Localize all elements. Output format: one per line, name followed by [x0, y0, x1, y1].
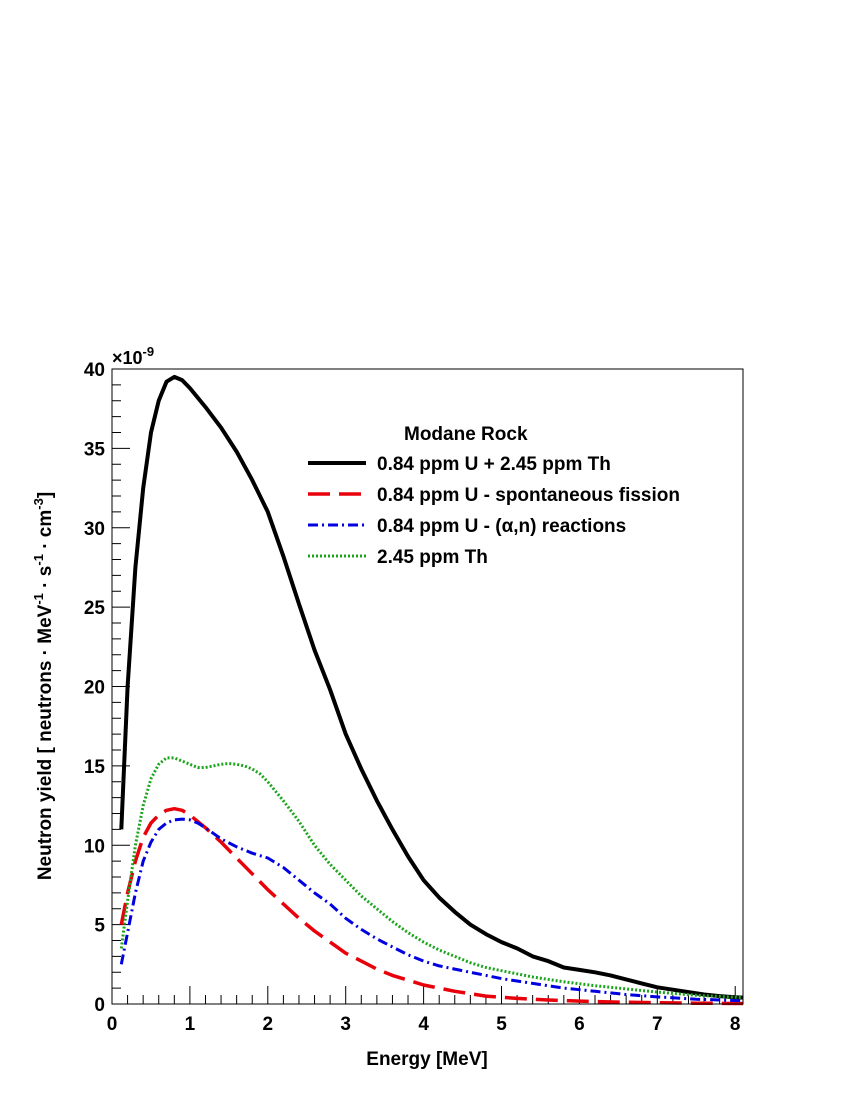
x-axis-title: Energy [MeV] — [366, 1049, 487, 1070]
legend-title: Modane Rock — [404, 424, 528, 445]
x-tick-label: 8 — [730, 1014, 741, 1035]
y-tick-label: 0 — [94, 995, 105, 1016]
legend-label-thorium: 2.45 ppm Th — [377, 547, 488, 568]
x-tick-label: 1 — [185, 1014, 196, 1035]
x-tick-label: 2 — [263, 1014, 274, 1035]
x-tick-label: 7 — [652, 1014, 663, 1035]
x-tick-label: 4 — [418, 1014, 429, 1035]
y-tick-label: 10 — [84, 836, 105, 857]
series-lines — [119, 374, 744, 1006]
legend-label-alpha-n: 0.84 ppm U - (α,n) reactions — [377, 516, 626, 537]
x-tick-label: 0 — [107, 1014, 118, 1035]
y-tick-label: 15 — [84, 757, 106, 778]
series-line-1 — [119, 806, 744, 1006]
legend-label-total: 0.84 ppm U + 2.45 ppm Th — [377, 454, 611, 475]
y-tick-label: 35 — [84, 439, 106, 460]
x-tick-label: 5 — [496, 1014, 507, 1035]
y-tick-label: 5 — [94, 916, 105, 937]
legend: Modane Rock 0.84 ppm U + 2.45 ppm Th 0.8… — [308, 424, 680, 568]
series-line-3 — [119, 756, 744, 1000]
y-tick-label: 30 — [84, 519, 105, 540]
legend-label-fission: 0.84 ppm U - spontaneous fission — [377, 485, 680, 506]
y-exponent-label: ×10-9 — [112, 344, 154, 368]
x-tick-label: 3 — [340, 1014, 351, 1035]
y-tick-label: 20 — [84, 678, 105, 699]
tick-labels: 0 1 2 3 4 5 6 7 8 0 5 10 15 20 25 30 35 40 — [84, 360, 741, 1035]
plot-frame — [111, 368, 744, 1005]
x-tick-label: 6 — [574, 1014, 585, 1035]
y-tick-label: 40 — [84, 360, 105, 381]
y-tick-label: 25 — [84, 598, 106, 619]
y-axis-title: Neutron yield [ neutrons · MeV-1 · s-1 ·… — [31, 492, 56, 880]
series-line-0 — [119, 374, 744, 1000]
